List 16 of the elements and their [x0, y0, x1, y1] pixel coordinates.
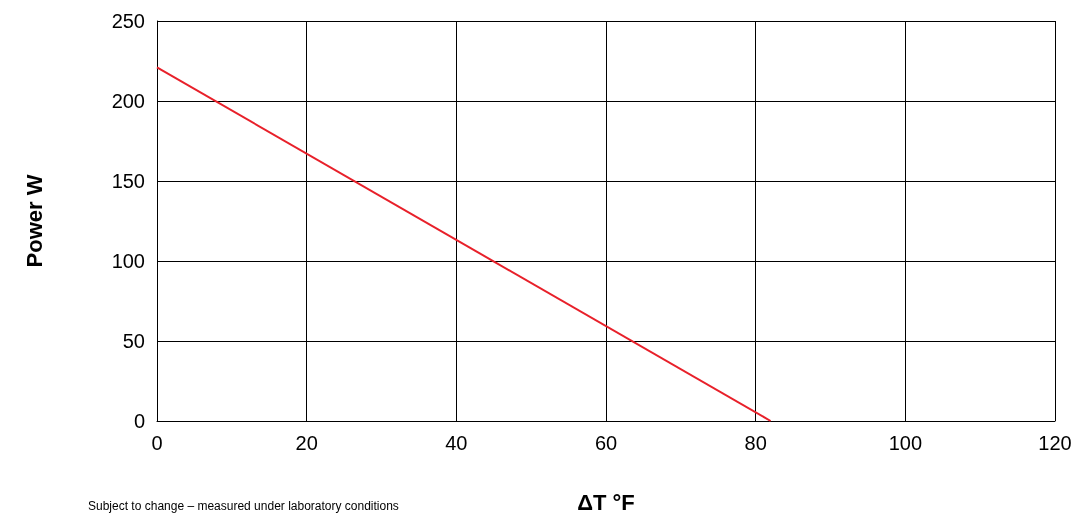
y-axis-title: Power W: [21, 174, 47, 268]
y-tick-label: 250: [111, 10, 145, 32]
x-axis-title: ΔT °F: [577, 489, 635, 515]
y-tick-label: 50: [122, 330, 145, 352]
text: Subject to change – measured under laboratory conditions: [88, 499, 399, 513]
x-tick-label: 20: [295, 432, 318, 454]
y-tick-label: 150: [111, 170, 145, 192]
x-tick-label: 60: [594, 432, 618, 454]
y-tick-label: 100: [111, 250, 145, 272]
x-tick-label: 120: [1038, 432, 1072, 454]
y-tick-label: 0: [133, 410, 145, 432]
x-tick-label: 0: [151, 432, 163, 454]
y-tick-label: 200: [111, 90, 145, 112]
x-tick-label: 80: [744, 432, 767, 454]
x-tick-label: 40: [445, 432, 468, 454]
x-tick-label: 100: [888, 432, 923, 454]
